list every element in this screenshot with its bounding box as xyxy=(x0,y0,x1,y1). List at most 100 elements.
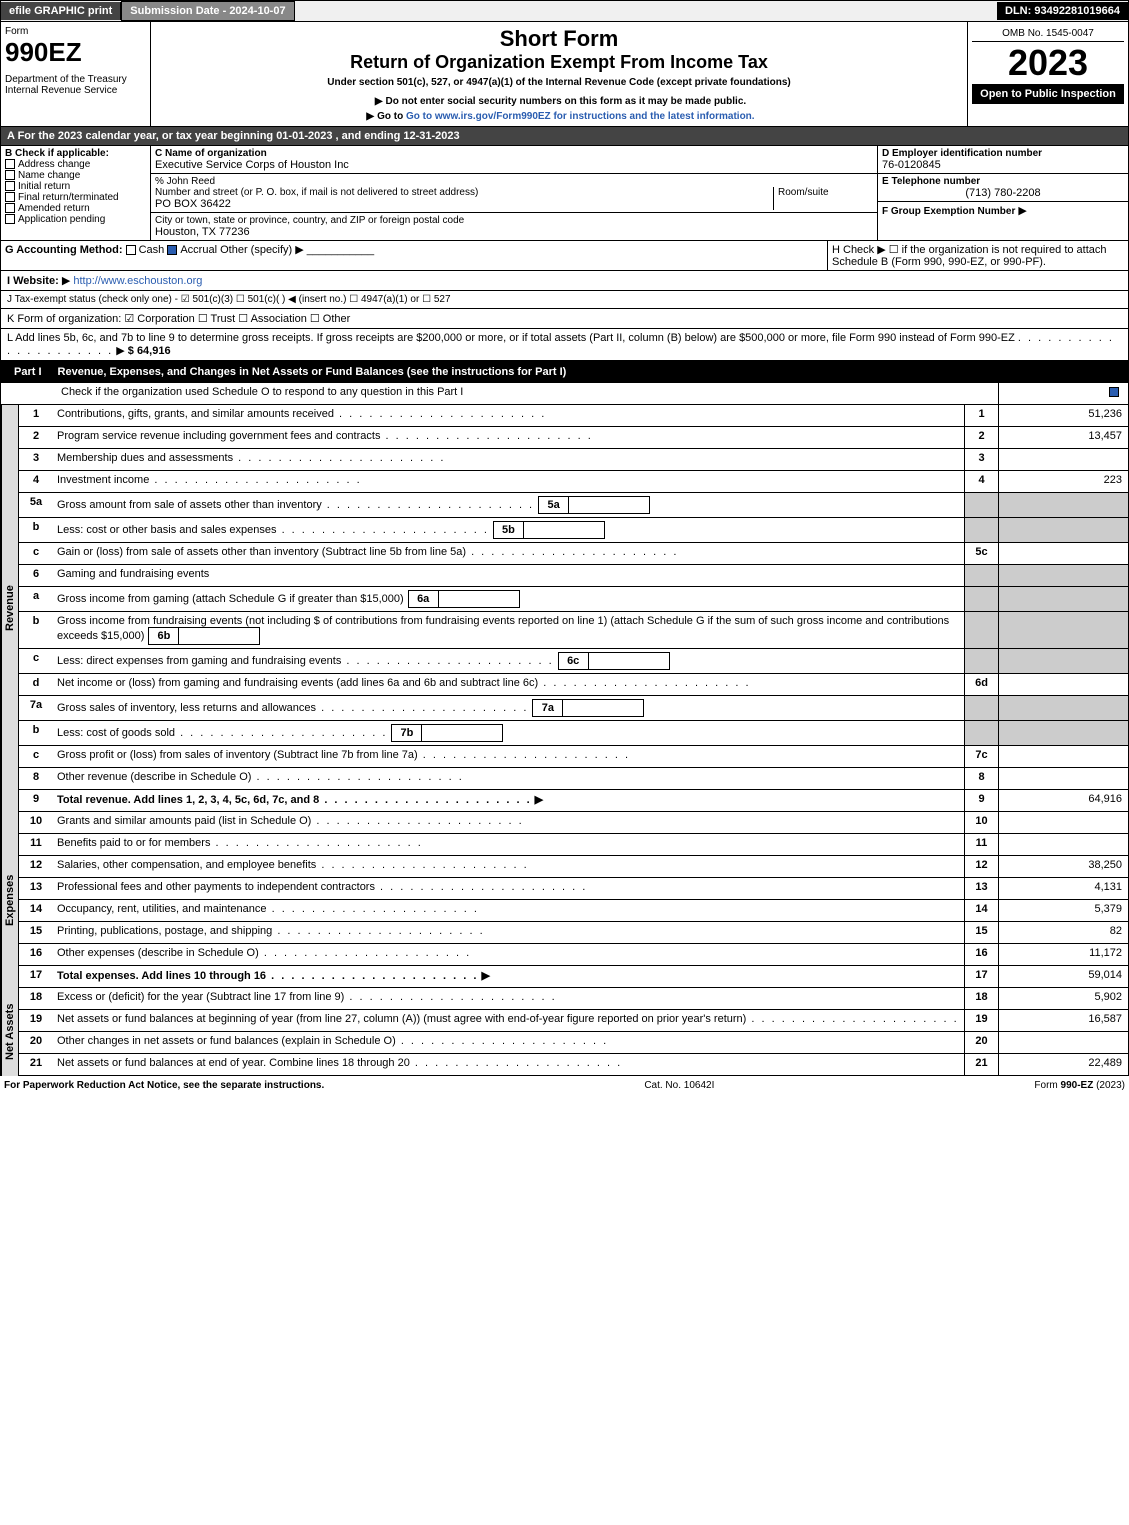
line-2-desc: Program service revenue including govern… xyxy=(53,427,964,448)
line-l-gross-receipts: L Add lines 5b, 6c, and 7b to line 9 to … xyxy=(0,329,1129,361)
line-14-num: 14 xyxy=(19,900,53,921)
telephone-value: (713) 780-2208 xyxy=(882,187,1124,199)
line-21-amount: 22,489 xyxy=(998,1054,1128,1075)
line-2-num: 2 xyxy=(19,427,53,448)
line-6a-num: a xyxy=(19,587,53,611)
chk-amended-return[interactable] xyxy=(5,203,15,213)
dln-label: DLN: 93492281019664 xyxy=(997,2,1128,20)
line-3-amount xyxy=(998,449,1128,470)
revenue-group: Revenue 1Contributions, gifts, grants, a… xyxy=(0,405,1129,812)
line-10-amount xyxy=(998,812,1128,833)
line-8-desc: Other revenue (describe in Schedule O) xyxy=(53,768,964,789)
line-3-num: 3 xyxy=(19,449,53,470)
line-1-num: 1 xyxy=(19,405,53,426)
city-value: Houston, TX 77236 xyxy=(155,226,873,238)
street-label: Number and street (or P. O. box, if mail… xyxy=(155,187,773,198)
line-17-num: 17 xyxy=(19,966,53,987)
line-6-greyamt xyxy=(998,565,1128,586)
line-5b-num: b xyxy=(19,518,53,542)
chk-name-change[interactable] xyxy=(5,170,15,180)
line-12-num: 12 xyxy=(19,856,53,877)
chk-address-change[interactable] xyxy=(5,159,15,169)
irs-link[interactable]: Go to www.irs.gov/Form990EZ for instruct… xyxy=(406,111,755,122)
line-19-amount: 16,587 xyxy=(998,1010,1128,1031)
line-6b-num: b xyxy=(19,612,53,648)
line-g-label: G Accounting Method: xyxy=(5,244,123,256)
line-7a-greybox xyxy=(964,696,998,720)
line-7c-amount xyxy=(998,746,1128,767)
irs-label: Internal Revenue Service xyxy=(5,85,146,96)
line-5b-ib: 5b xyxy=(494,522,524,538)
line-6d-amount xyxy=(998,674,1128,695)
line-20-num: 20 xyxy=(19,1032,53,1053)
line-18-amount: 5,902 xyxy=(998,988,1128,1009)
chk-schedule-o[interactable] xyxy=(1109,387,1119,397)
chk-accrual[interactable] xyxy=(167,245,177,255)
line-19-desc: Net assets or fund balances at beginning… xyxy=(53,1010,964,1031)
org-info-row: B Check if applicable: Address change Na… xyxy=(0,146,1129,241)
chk-initial-return[interactable] xyxy=(5,181,15,191)
part-1-check-row: Check if the organization used Schedule … xyxy=(0,383,1129,405)
line-7a-ib: 7a xyxy=(533,700,563,716)
line-7b-greybox xyxy=(964,721,998,745)
submission-date-button[interactable]: Submission Date - 2024-10-07 xyxy=(121,1,294,21)
line-6b-ib: 6b xyxy=(149,628,179,644)
part-1-title: Revenue, Expenses, and Changes in Net As… xyxy=(58,366,567,378)
efile-print-button[interactable]: efile GRAPHIC print xyxy=(1,2,121,20)
return-title: Return of Organization Exempt From Incom… xyxy=(155,52,963,73)
opt-cash: Cash xyxy=(139,244,165,256)
chk-cash[interactable] xyxy=(126,245,136,255)
line-13-num: 13 xyxy=(19,878,53,899)
line-2-box: 2 xyxy=(964,427,998,448)
line-11-desc: Benefits paid to or for members xyxy=(53,834,964,855)
line-5b-greyamt xyxy=(998,518,1128,542)
page-footer: For Paperwork Reduction Act Notice, see … xyxy=(0,1076,1129,1095)
section-a-period: A For the 2023 calendar year, or tax yea… xyxy=(0,127,1129,146)
line-4-box: 4 xyxy=(964,471,998,492)
net-assets-side-label: Net Assets xyxy=(1,988,18,1076)
line-6c-desc: Less: direct expenses from gaming and fu… xyxy=(53,649,964,673)
chk-application-pending[interactable] xyxy=(5,214,15,224)
line-19-num: 19 xyxy=(19,1010,53,1031)
line-9-num: 9 xyxy=(19,790,53,811)
line-5b-desc: Less: cost or other basis and sales expe… xyxy=(53,518,964,542)
opt-name-change: Name change xyxy=(18,170,80,181)
revenue-side-label: Revenue xyxy=(1,405,18,812)
line-5c-num: c xyxy=(19,543,53,564)
line-21-box: 21 xyxy=(964,1054,998,1075)
note-goto: Go to Go to www.irs.gov/Form990EZ for in… xyxy=(155,111,963,122)
opt-initial-return: Initial return xyxy=(18,181,70,192)
line-11-box: 11 xyxy=(964,834,998,855)
care-of: % John Reed xyxy=(155,176,873,187)
line-15-num: 15 xyxy=(19,922,53,943)
subtitle: Under section 501(c), 527, or 4947(a)(1)… xyxy=(155,77,963,88)
box-e-label: E Telephone number xyxy=(882,176,1124,187)
website-link[interactable]: http://www.eschouston.org xyxy=(73,275,202,287)
line-8-box: 8 xyxy=(964,768,998,789)
line-9-box: 9 xyxy=(964,790,998,811)
website-label: I Website: xyxy=(7,275,59,287)
chk-final-return[interactable] xyxy=(5,192,15,202)
street-value: PO BOX 36422 xyxy=(155,198,773,210)
footer-left: For Paperwork Reduction Act Notice, see … xyxy=(4,1080,324,1091)
dept-label: Department of the Treasury xyxy=(5,74,146,85)
line-l-amount: $ 64,916 xyxy=(128,345,171,357)
line-21-desc: Net assets or fund balances at end of ye… xyxy=(53,1054,964,1075)
line-7c-box: 7c xyxy=(964,746,998,767)
line-7a-greyamt xyxy=(998,696,1128,720)
line-6c-num: c xyxy=(19,649,53,673)
line-15-box: 15 xyxy=(964,922,998,943)
line-j-tax-exempt: J Tax-exempt status (check only one) - ☑… xyxy=(0,291,1129,309)
line-6a-greyamt xyxy=(998,587,1128,611)
expenses-side-label: Expenses xyxy=(1,812,18,988)
line-6b-greybox xyxy=(964,612,998,648)
line-h: H Check ▶ ☐ if the organization is not r… xyxy=(828,241,1128,270)
line-4-amount: 223 xyxy=(998,471,1128,492)
line-5b-greybox xyxy=(964,518,998,542)
line-1-box: 1 xyxy=(964,405,998,426)
part-1-check-text: Check if the organization used Schedule … xyxy=(1,383,998,404)
line-7b-num: b xyxy=(19,721,53,745)
line-13-amount: 4,131 xyxy=(998,878,1128,899)
line-5c-amount xyxy=(998,543,1128,564)
box-f-label: F Group Exemption Number xyxy=(882,206,1015,217)
